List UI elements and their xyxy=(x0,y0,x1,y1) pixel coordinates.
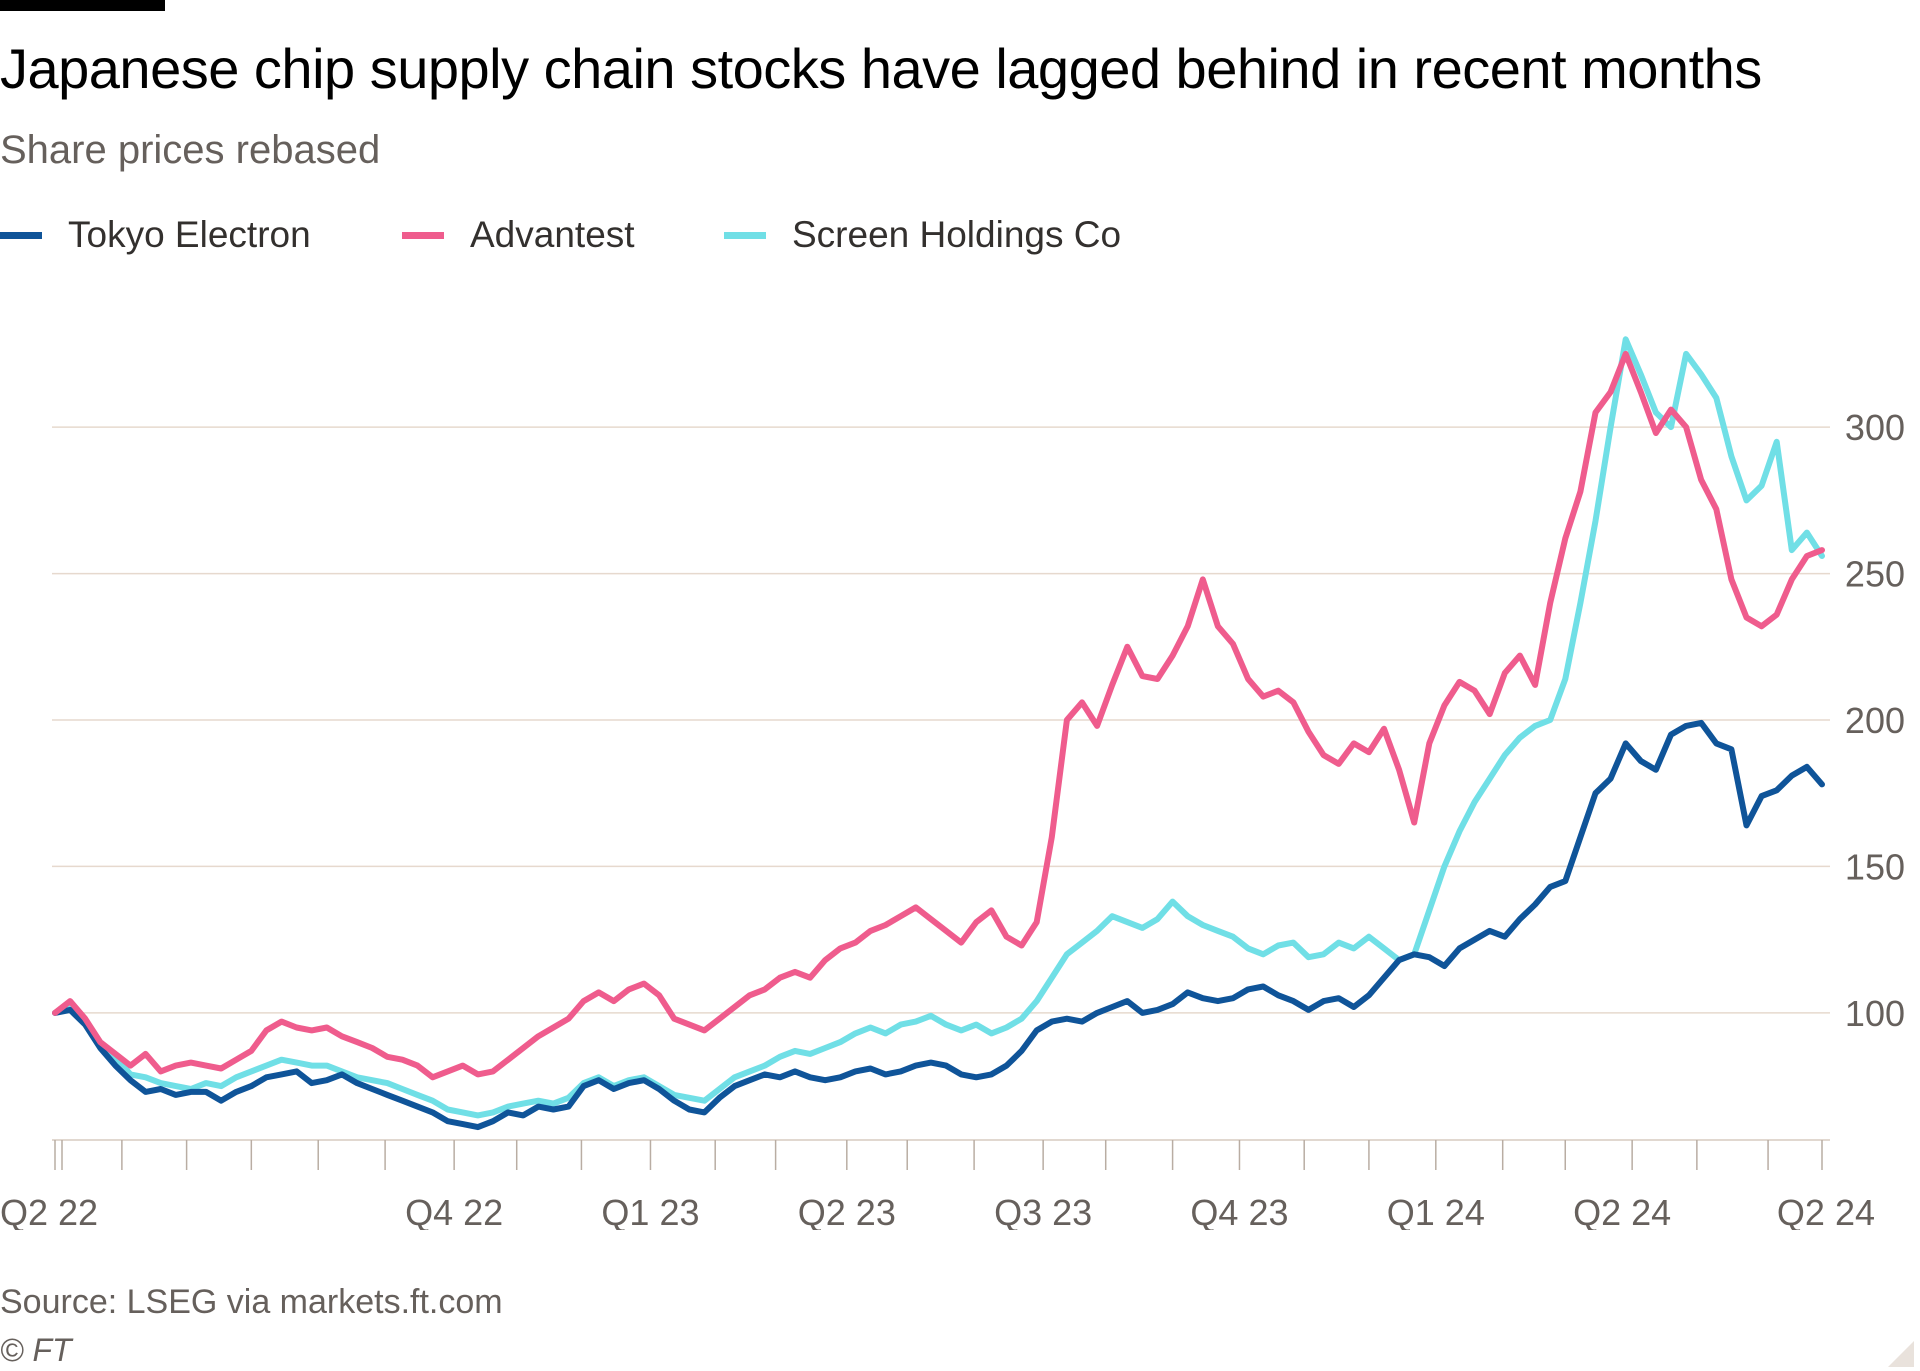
x-axis xyxy=(52,1139,1830,1170)
copyright-note: © FT xyxy=(0,1332,72,1368)
legend-swatch-tokyo-electron xyxy=(0,231,42,239)
x-tick-label-8: Q2 24 xyxy=(1777,1192,1875,1230)
y-axis-labels: 100 150 200 250 300 xyxy=(1845,407,1905,1034)
y-tick-label-200: 200 xyxy=(1845,700,1905,741)
legend-label-screen-holdings: Screen Holdings Co xyxy=(792,214,1122,255)
legend-item-screen-holdings: Screen Holdings Co xyxy=(724,214,1121,256)
series-line-tokyo-electron xyxy=(52,719,1825,1131)
x-tick-label-0: Q2 22 xyxy=(0,1192,98,1230)
legend-item-advantest: Advantest xyxy=(402,214,635,256)
series-line-advantest xyxy=(52,350,1825,1081)
x-tick-label-4: Q3 23 xyxy=(994,1192,1092,1230)
x-tick-label-6: Q1 24 xyxy=(1387,1192,1485,1230)
y-tick-label-100: 100 xyxy=(1845,993,1905,1034)
legend-label-advantest: Advantest xyxy=(470,214,635,255)
series-line-screen-holdings-co xyxy=(52,336,1825,1119)
legend-item-tokyo-electron: Tokyo Electron xyxy=(0,214,311,256)
series-lines xyxy=(52,336,1825,1131)
y-tick-label-150: 150 xyxy=(1845,846,1905,887)
legend-swatch-advantest xyxy=(402,231,444,239)
x-tick-label-3: Q2 23 xyxy=(798,1192,896,1230)
source-note: Source: LSEG via markets.ft.com xyxy=(0,1283,503,1321)
x-tick-label-5: Q4 23 xyxy=(1190,1192,1288,1230)
x-tick-label-2: Q1 23 xyxy=(601,1192,699,1230)
y-tick-label-300: 300 xyxy=(1845,407,1905,448)
chart-title: Japanese chip supply chain stocks have l… xyxy=(0,37,1762,100)
brand-bar xyxy=(0,0,165,11)
line-chart: 100 150 200 250 300 Q2 22 Q4 22 Q1 23 Q2 23 Q3 2… xyxy=(0,336,1905,1230)
corner-fold-icon xyxy=(1888,1341,1914,1367)
legend-swatch-screen-holdings xyxy=(724,231,766,239)
gridlines xyxy=(52,426,1830,1014)
legend-label-tokyo-electron: Tokyo Electron xyxy=(68,214,311,255)
chart-area: 100 150 200 250 300 Q2 22 Q4 22 Q1 23 Q2 23 Q3 2… xyxy=(0,270,1920,1230)
chart-subtitle: Share prices rebased xyxy=(0,128,381,172)
x-tick-label-7: Q2 24 xyxy=(1573,1192,1671,1230)
y-tick-label-250: 250 xyxy=(1845,554,1905,595)
x-axis-labels: Q2 22 Q4 22 Q1 23 Q2 23 Q3 23 Q4 23 Q1 24 Q2 24… xyxy=(0,1192,1875,1230)
x-tick-label-1: Q4 22 xyxy=(405,1192,503,1230)
